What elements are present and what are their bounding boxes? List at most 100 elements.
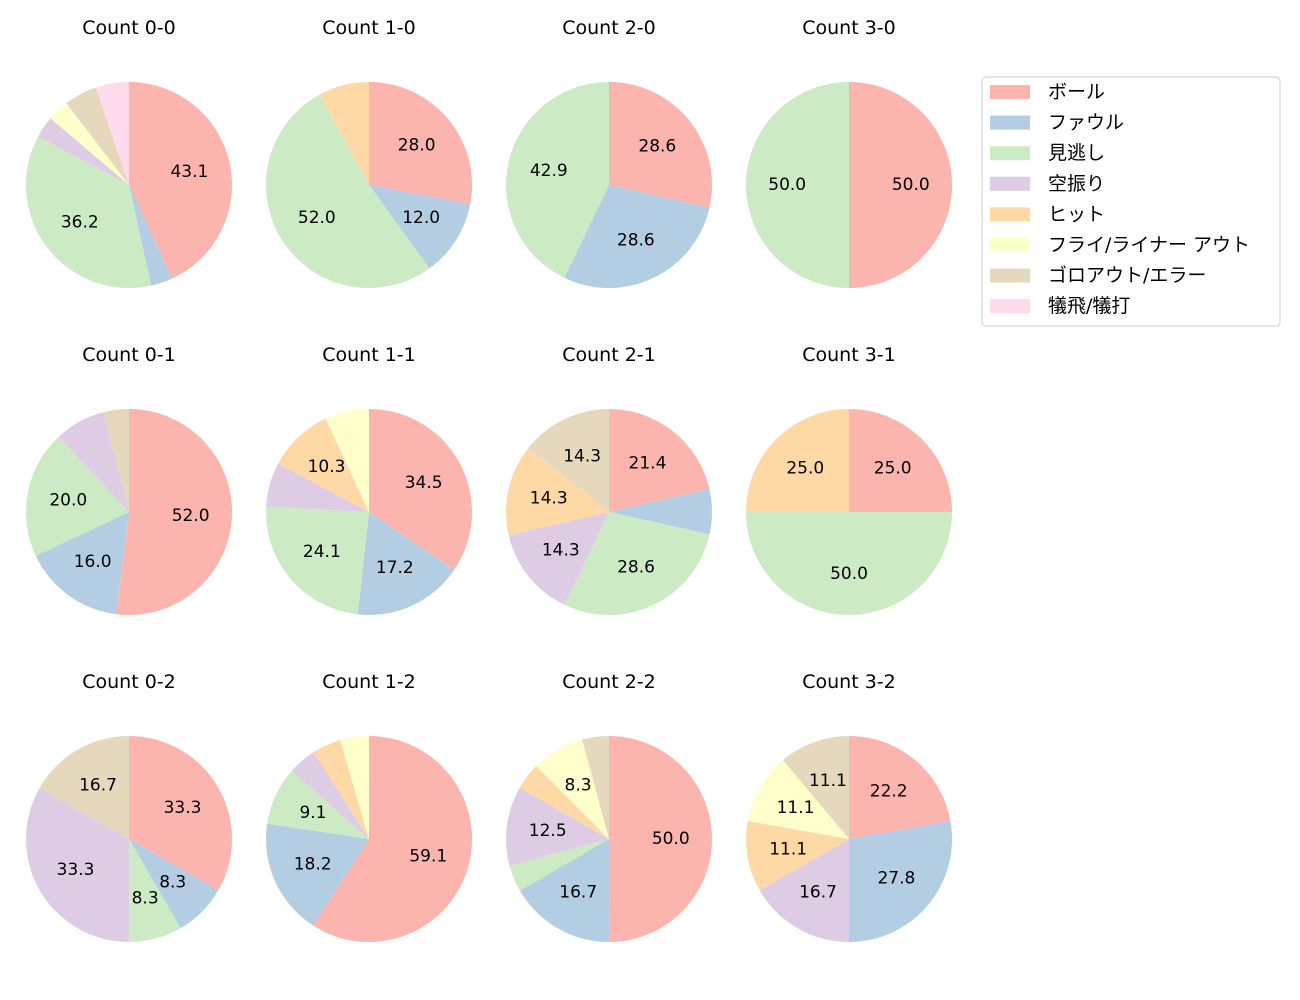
slice-label: 11.1 xyxy=(809,771,847,791)
pie-slice xyxy=(508,512,609,605)
pie-slice xyxy=(35,512,130,615)
pie-slice xyxy=(609,488,712,535)
slice-label: 16.7 xyxy=(79,776,117,796)
slice-label: 18.2 xyxy=(294,854,332,874)
legend-label: 犠飛/犠打 xyxy=(1048,295,1130,317)
pie-slice xyxy=(505,787,609,866)
pie-title: Count 1-2 xyxy=(322,671,416,693)
pie-slice xyxy=(129,736,232,891)
slice-label: 28.0 xyxy=(398,136,436,156)
pie-slice xyxy=(58,412,129,512)
slice-label: 25.0 xyxy=(874,458,912,478)
slice-label: 17.2 xyxy=(376,558,414,578)
pie-slice xyxy=(369,82,472,205)
pie-title: Count 2-0 xyxy=(562,17,656,39)
pie-slice xyxy=(609,82,712,208)
pie-slice xyxy=(319,82,369,185)
pie-slice xyxy=(278,418,369,512)
slice-label: 8.3 xyxy=(159,873,186,893)
legend-swatch xyxy=(990,299,1030,314)
slice-label: 11.1 xyxy=(777,798,815,818)
pie-slice xyxy=(759,839,849,943)
pie-slice xyxy=(849,409,952,512)
slice-label: 16.7 xyxy=(799,882,837,902)
pie-slice xyxy=(747,760,849,839)
slice-label: 8.3 xyxy=(132,889,159,909)
slice-label: 16.0 xyxy=(74,552,112,572)
legend-item: 空振り xyxy=(990,173,1105,195)
pie-slice xyxy=(582,736,609,839)
pie-title: Count 0-2 xyxy=(82,671,176,693)
slice-label: 43.1 xyxy=(170,162,208,182)
pie-slice xyxy=(267,770,369,839)
pie-slice xyxy=(25,787,130,942)
pie-slice xyxy=(849,736,951,839)
legend-item: 犠飛/犠打 xyxy=(990,295,1130,317)
slice-label: 33.3 xyxy=(164,798,202,818)
slice-label: 12.0 xyxy=(402,208,440,228)
slice-label: 11.1 xyxy=(769,840,807,860)
pie-count-0-1: Count 0-1 52.0 16.0 20.0 xyxy=(26,344,233,616)
pie-count-2-1: Count 2-1 21.4 28.6 14.3 14.3 14.3 xyxy=(505,344,712,615)
legend-label: フライ/ライナー アウト xyxy=(1048,234,1250,256)
slice-label: 14.3 xyxy=(530,488,568,508)
pie-count-0-2: Count 0-2 33.3 8.38.3 33.3 16.7 xyxy=(25,671,232,942)
pie-count-3-1: Count 3-1 25.0 50.0 25.0 xyxy=(746,344,952,615)
pie-slice xyxy=(39,736,129,839)
slice-label: 28.6 xyxy=(617,231,655,251)
pie-slice xyxy=(265,94,430,289)
legend-swatch xyxy=(990,176,1030,191)
slice-label: 8.3 xyxy=(565,775,592,795)
pie-slice xyxy=(519,839,610,942)
slice-label: 42.9 xyxy=(530,161,568,181)
legend-item: フライ/ライナー アウト xyxy=(990,234,1250,256)
pie-slice xyxy=(66,87,129,185)
pie-slice xyxy=(340,736,369,839)
pie-slice xyxy=(25,136,152,288)
pie-slice xyxy=(746,82,849,288)
slice-label: 50.0 xyxy=(768,175,806,195)
legend-item: ボール xyxy=(990,81,1105,103)
pie-title: Count 3-2 xyxy=(802,671,896,693)
pie-slice xyxy=(129,839,219,929)
pie-count-2-0: Count 2-0 28.6 28.6 42.9 xyxy=(505,17,712,288)
pie-slice xyxy=(266,463,369,512)
slice-label: 50.0 xyxy=(652,829,690,849)
legend-item: 見逃し xyxy=(990,142,1105,164)
pie-slice xyxy=(564,512,710,615)
slice-label: 21.4 xyxy=(629,454,667,474)
pie-title: Count 0-1 xyxy=(82,344,176,366)
slice-label: 28.6 xyxy=(638,136,676,156)
slice-label: 34.5 xyxy=(405,473,443,493)
pie-title: Count 1-0 xyxy=(322,17,416,39)
pie-count-1-0: Count 1-0 28.0 12.0 52.0 xyxy=(265,17,472,289)
legend-item: ゴロアウト/エラー xyxy=(990,265,1206,287)
slice-label: 16.7 xyxy=(559,883,597,903)
pie-slice xyxy=(357,512,455,615)
pie-slice xyxy=(519,766,609,839)
pie-slice xyxy=(129,185,173,286)
slice-label: 28.6 xyxy=(617,558,655,578)
legend-label: ヒット xyxy=(1048,203,1105,225)
pie-slice xyxy=(291,752,369,839)
pie-title: Count 0-0 xyxy=(82,17,176,39)
pie-count-2-2: Count 2-2 50.0 16.7 12.5 8.3 xyxy=(505,671,712,942)
slice-label: 14.3 xyxy=(563,446,601,466)
slice-label: 59.1 xyxy=(409,847,447,867)
slice-label: 12.5 xyxy=(529,821,567,841)
pie-slice xyxy=(116,409,233,616)
slice-label: 20.0 xyxy=(49,490,87,510)
pie-count-0-0: Count 0-0 43.1 36.2 xyxy=(25,17,232,288)
pie-slice xyxy=(849,820,953,942)
pie-title: Count 3-1 xyxy=(802,344,896,366)
slice-label: 36.2 xyxy=(61,212,99,232)
legend-label: 見逃し xyxy=(1048,142,1105,164)
pie-slice xyxy=(325,409,369,512)
slice-label: 9.1 xyxy=(299,803,326,823)
legend-swatch xyxy=(990,146,1030,161)
slice-label: 25.0 xyxy=(786,458,824,478)
legend-item: ヒット xyxy=(990,203,1105,225)
legend-swatch xyxy=(990,238,1030,252)
pie-slice xyxy=(746,512,952,615)
